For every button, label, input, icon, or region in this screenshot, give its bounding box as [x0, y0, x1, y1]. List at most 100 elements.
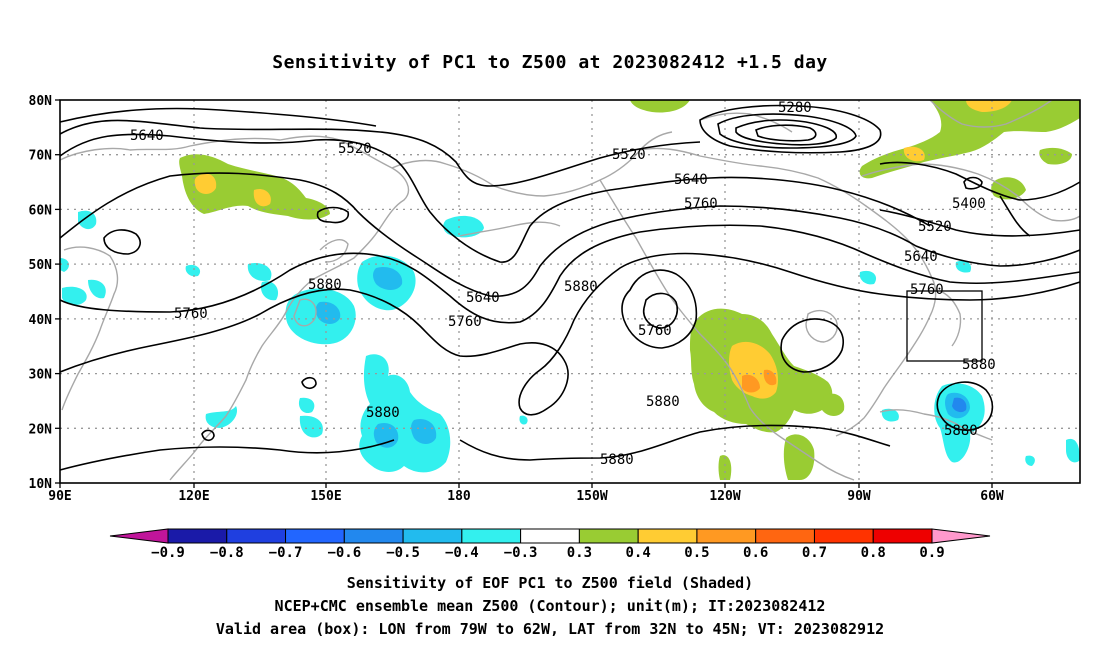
colorbar-box [520, 528, 580, 544]
gridlines [60, 100, 1080, 483]
lat-label: 70N [29, 149, 53, 164]
coastline-greenland-north [929, 99, 1053, 128]
contour-label: 5520 [918, 219, 952, 235]
contour-5760-north [59, 172, 1081, 297]
contour-label: 5280 [778, 100, 812, 116]
contour-5400-tail [999, 195, 1031, 237]
contour-label: 5880 [646, 394, 680, 410]
contour-labels: 5280 5640 5520 5520 5640 5760 5400 5520 … [130, 100, 996, 468]
shade-neg-2 [60, 258, 69, 272]
contour-label: 5760 [684, 196, 718, 212]
latitude-labels: 80N 70N 60N 50N 40N 30N 20N 10N [29, 94, 53, 492]
lat-label: 80N [29, 94, 53, 109]
coastline-caribbean [879, 409, 993, 441]
shade-pos-8 [822, 393, 845, 416]
contour-label: 5640 [674, 172, 708, 188]
shade-pos-14 [903, 146, 925, 162]
shade-neg-20 [859, 270, 877, 285]
colorbar-boxes [167, 528, 933, 544]
shade-pos-3 [253, 188, 271, 207]
shade-neg-26 [1066, 438, 1080, 463]
lat-label: 30N [29, 368, 53, 383]
colorbar-under-triangle [109, 528, 169, 544]
colorbar-tick-label: 0.4 [626, 545, 651, 561]
coastline-aleutians [459, 221, 561, 237]
shade-neg-15 [298, 397, 315, 414]
colorbar-tick-label: 0.8 [861, 545, 886, 561]
colorbar-box [285, 528, 345, 544]
contour-5880-south [59, 252, 1081, 416]
colorbar-tick-label: −0.3 [504, 545, 538, 561]
contour-5760-small-w [103, 229, 141, 255]
caption-line-3: Valid area (box): LON from 79W to 62W, L… [216, 620, 884, 638]
contour-label: 5880 [564, 279, 598, 295]
lon-label: 180 [447, 489, 471, 504]
lon-label: 150W [576, 489, 607, 504]
coastline-greenland-south [861, 163, 1081, 222]
contour-5640-small [316, 206, 350, 224]
colorbar-tick-label: 0.7 [802, 545, 827, 561]
shade-pos-10 [718, 455, 732, 480]
lat-label: 60N [29, 203, 53, 218]
lat-label: 20N [29, 422, 53, 437]
shade-neg-6 [247, 262, 272, 282]
colorbar-tick-label: 0.9 [919, 545, 944, 561]
shade-pos-16 [1039, 147, 1072, 165]
colorbar-over-triangle [931, 528, 991, 544]
contour-5880-tropics-e [459, 424, 891, 461]
contour-5880-islet-1 [301, 376, 317, 390]
colorbar-tick-label: −0.6 [327, 545, 361, 561]
shade-neg-21 [955, 260, 972, 273]
contour-5400-small [963, 176, 983, 190]
colorbar-box [402, 528, 463, 544]
caption-line-2: NCEP+CMC ensemble mean Z500 (Contour); u… [275, 597, 826, 615]
shade-neg-14 [411, 418, 437, 444]
contour-5640-east [879, 209, 1081, 237]
colorbar-tick-labels: −0.9 −0.8 −0.7 −0.6 −0.5 −0.4 −0.3 0.3 0.4 0.5 0.6… [151, 545, 945, 561]
coastline-north-america-west [599, 179, 855, 481]
coastline-nova-scotia [941, 291, 962, 347]
contour-label: 5880 [962, 357, 996, 373]
contour-5880-high-ring [780, 318, 844, 373]
shade-neg-19 [519, 415, 528, 425]
shade-neg-13 [373, 422, 399, 448]
colorbar-box [343, 528, 404, 544]
z500-contours [59, 104, 1081, 471]
colorbar-box [637, 528, 698, 544]
coastline-japan [293, 298, 317, 327]
lon-label: 120E [178, 489, 209, 504]
contour-5880-islet-2 [201, 429, 215, 442]
shade-neg-22 [881, 408, 899, 422]
axis-ticks [55, 99, 993, 488]
shade-neg-1 [78, 210, 97, 230]
contour-5280-outer [699, 104, 882, 154]
contour-label: 5880 [944, 423, 978, 439]
contour-label: 5880 [600, 452, 634, 468]
longitude-labels: 90E 120E 150E 180 150W 120W 90W 60W [48, 489, 1004, 504]
map-frame [59, 99, 1081, 484]
shade-pos-1 [179, 154, 330, 220]
contour-label: 5760 [448, 314, 482, 330]
negative-sensitivity-shading [60, 210, 1080, 473]
contour-label: 5760 [910, 282, 944, 298]
coastline-asia-interior [61, 246, 119, 411]
contour-5880-mid [59, 224, 1081, 324]
shade-neg-25 [952, 397, 967, 413]
contour-label: 5640 [904, 249, 938, 265]
map-panel: 5280 5640 5520 5520 5640 5760 5400 5520 … [29, 94, 1081, 504]
contour-5280-ring-4 [755, 124, 817, 142]
shade-pos-11 [630, 100, 690, 113]
colorbar-tick-label: 0.5 [684, 545, 709, 561]
colorbar-tick-label: −0.8 [210, 545, 244, 561]
shade-neg-5 [185, 264, 201, 277]
lat-label: 10N [29, 477, 53, 492]
contour-5760-low-ring [642, 292, 678, 329]
colorbar-box [813, 528, 874, 544]
colorbar-tick-label: −0.7 [269, 545, 303, 561]
contour-label: 5400 [952, 196, 986, 212]
colorbar-box [461, 528, 522, 544]
shade-pos-2 [194, 173, 217, 194]
shade-neg-11 [373, 266, 403, 290]
lat-label: 50N [29, 258, 53, 273]
shade-pos-13 [966, 100, 1012, 112]
